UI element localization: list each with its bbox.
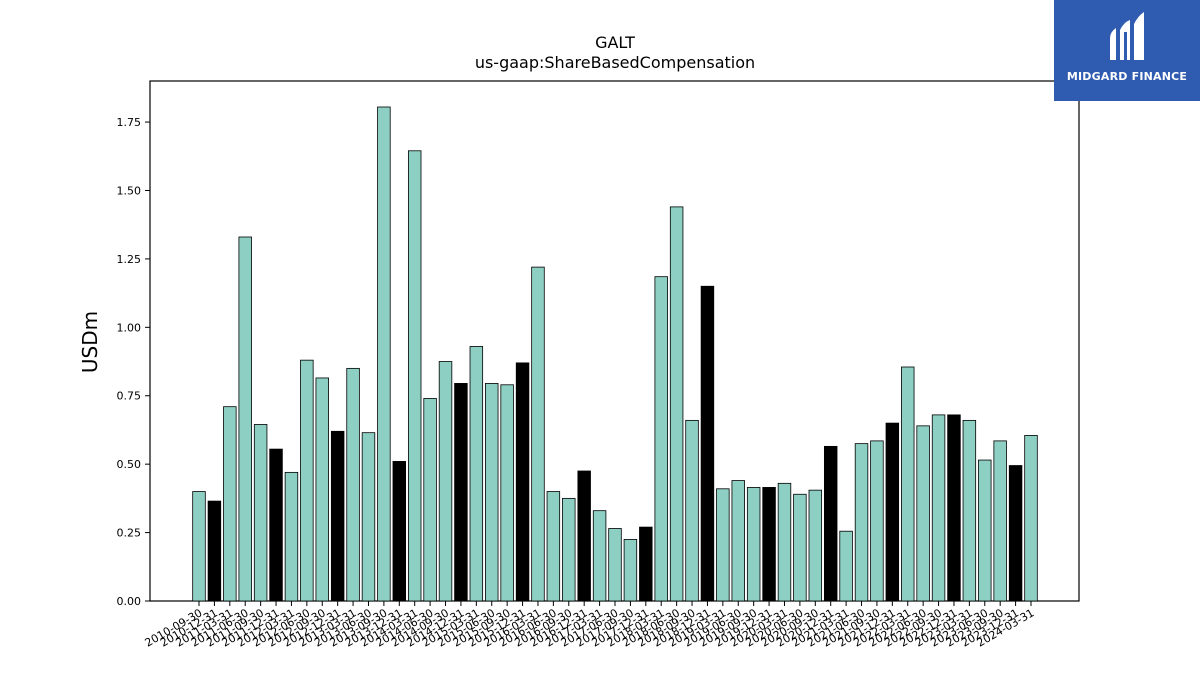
- bar-2014-06-30: [423, 398, 437, 602]
- bar-2016-12-31: [577, 470, 591, 602]
- bar-2022-09-30: [931, 414, 946, 602]
- bar-2020-09-30: [808, 489, 823, 602]
- y-tick-label: 1.00: [117, 321, 142, 334]
- bar-2015-06-30: [485, 383, 499, 602]
- bar-2016-06-30: [546, 491, 561, 602]
- bar-2012-12-31: [330, 430, 345, 602]
- bar-2014-03-31: [407, 150, 422, 602]
- bar-2011-06-30: [238, 236, 252, 602]
- logo-mark-icon: [1110, 12, 1144, 60]
- y-tick-label: 1.75: [117, 116, 142, 129]
- bar-2013-12-31: [392, 461, 407, 602]
- logo-text: MIDGARD FINANCE: [1066, 70, 1188, 83]
- bar-2014-09-30: [438, 361, 453, 602]
- bar-2010-09-30: [192, 491, 206, 602]
- y-axis-label: USDm: [78, 311, 102, 373]
- bar-2024-03-31: [1024, 435, 1038, 602]
- bar-2015-09-30: [500, 384, 514, 602]
- bar-2021-09-30: [870, 440, 884, 602]
- bar-2021-06-30: [854, 443, 869, 602]
- bar-2013-06-30: [361, 432, 376, 602]
- bar-2018-06-30: [669, 206, 684, 602]
- bar-2020-12-31: [823, 445, 838, 602]
- bar-2019-09-30: [746, 487, 761, 602]
- bar-2015-12-31: [515, 362, 530, 602]
- x-ticks-group: 2010-09-302010-12-312011-03-312011-06-30…: [143, 601, 1037, 650]
- chart-subtitle: us-gaap:ShareBasedCompensation: [475, 53, 755, 72]
- bar-2011-12-31: [269, 448, 283, 602]
- y-tick-label: 0.00: [117, 595, 142, 608]
- bar-2018-09-30: [685, 419, 699, 602]
- bar-2022-06-30: [916, 425, 930, 602]
- bar-2021-12-31: [885, 422, 900, 602]
- bar-2017-06-30: [608, 528, 622, 602]
- y-tick-label: 0.25: [117, 527, 142, 540]
- y-tick-label: 0.75: [117, 390, 142, 403]
- bar-2010-12-31: [207, 500, 222, 602]
- bar-2023-03-31: [962, 419, 977, 602]
- bar-2012-06-30: [300, 359, 314, 602]
- bar-2016-03-31: [531, 266, 545, 602]
- bar-2015-03-31: [469, 346, 484, 602]
- bar-2022-03-31: [901, 366, 915, 602]
- bar-2013-03-31: [346, 367, 360, 602]
- bar-2017-03-31: [592, 510, 607, 602]
- bar-2012-09-30: [315, 377, 329, 602]
- bar-2017-09-30: [623, 539, 638, 602]
- bar-2011-09-30: [253, 424, 268, 602]
- brand-logo: MIDGARD FINANCE: [1054, 0, 1200, 101]
- bar-2018-03-31: [654, 276, 668, 602]
- y-tick-label: 1.50: [117, 184, 142, 197]
- bar-2021-03-31: [839, 530, 853, 602]
- bar-2020-06-30: [793, 493, 807, 602]
- bar-2012-03-31: [284, 471, 299, 602]
- bar-2022-12-31: [947, 414, 961, 602]
- bar-2018-12-31: [700, 285, 715, 602]
- y-tick-label: 0.50: [117, 458, 142, 471]
- bar-2013-09-30: [377, 106, 391, 602]
- bar-2019-06-30: [731, 480, 745, 602]
- bar-2014-12-31: [454, 383, 468, 602]
- bar-2020-03-31: [777, 482, 792, 602]
- bar-2023-12-31: [1008, 465, 1023, 602]
- bar-2023-09-30: [993, 440, 1007, 602]
- bar-2011-03-31: [223, 406, 237, 602]
- bars-group: [192, 106, 1038, 602]
- bar-2016-09-30: [562, 497, 576, 602]
- bar-2019-03-31: [716, 488, 730, 602]
- chart-title: GALT: [595, 33, 635, 52]
- bar-2019-12-31: [762, 487, 776, 602]
- bar-2017-12-31: [639, 526, 653, 602]
- y-tick-label: 1.25: [117, 253, 142, 266]
- bar-2023-06-30: [978, 459, 992, 602]
- y-ticks-group: 0.00 0.25 0.50 0.75 1.00 1.25 1.50 1.75: [117, 116, 150, 608]
